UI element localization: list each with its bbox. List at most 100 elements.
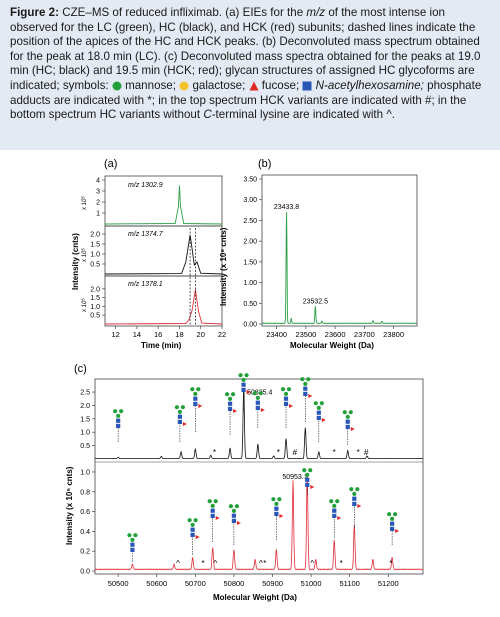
y-tick-label: 0.2 [80,549,90,556]
glcnac-square-icon [255,400,260,405]
glycan-structure-icon [300,377,313,422]
fucose-triangle-icon [233,409,238,413]
annotation-marker: * [340,559,343,568]
fucose-triangle-icon [350,427,355,431]
panel-a-sub1-label: m/z 1302.9 [128,182,163,189]
glcnac-square-icon [302,81,312,91]
galactose-circle-icon [179,81,189,91]
glcnac-square-icon [305,477,310,482]
glycan-structure-icon [174,405,187,442]
annotation-marker: # [364,448,369,457]
y-tick-label: 0.4 [80,529,90,536]
panel-a-sub3-multiplier: x 10⁵ [81,298,88,313]
y-tick-label: 1 [96,211,100,218]
panel-b-frame [261,174,418,327]
mannose-circle-icon [174,405,179,410]
mannose-circle-icon [231,508,237,513]
x-tick-label: 20 [197,330,205,339]
glycan-structure-icon [329,499,342,538]
glcnac-square-icon [231,518,237,523]
mannose-circle-icon [127,533,132,538]
annotation-marker: * [333,448,336,457]
glcnac-square-icon [231,513,237,518]
fucose-triangle-icon [260,408,265,412]
y-tick-label: 1.0 [80,469,90,476]
glcnac-square-icon [227,401,233,406]
y-tick-label: 3.00 [243,197,257,204]
mannose-circle-icon [303,381,308,386]
annotation-marker: * [277,448,280,457]
fucose-triangle-icon [195,535,200,539]
mannose-circle-icon [283,391,289,396]
peak-label: 50953.1 [282,474,307,481]
y-tick-label: 4 [96,178,100,185]
caption-part-1: CZE–MS of reduced infliximab. (a) EIEs f… [58,6,307,19]
mannose-circle-icon [213,499,218,504]
mannose-circle-icon [319,401,324,406]
annotation-marker: * [201,559,204,568]
glycan-structure-icon [228,504,241,545]
y-tick-label: 0.50 [243,301,257,308]
mannose-circle-icon [224,392,230,397]
glcnac-square-icon [303,386,308,391]
caption-cterm: C [203,108,212,122]
fucose-triangle-icon [337,516,342,520]
eie-trace-black [104,234,223,275]
caption-mz: m/z [306,6,326,19]
mannose-circle-icon [329,499,334,504]
mannose-circle-icon [193,391,198,396]
y-tick-label: 2 [96,200,100,207]
caption-mannose: mannose; [125,78,176,92]
glycan-structure-icon [224,392,238,435]
panel-a-sub3-frame [104,275,223,327]
mannose-circle-icon [387,512,392,517]
annotation-marker: ^ [214,559,218,568]
glycan-structure-icon [387,512,400,545]
fucose-triangle-icon [215,516,220,520]
x-tick-label: 51200 [378,579,399,588]
y-tick-label: 3 [96,189,100,196]
panel-a-xlabel: Time (min) [141,341,182,350]
panel-c-label: (c) [74,363,87,375]
mannose-circle-icon [302,468,307,473]
x-tick-label: 50800 [223,579,244,588]
glycan-structure-icon [342,410,355,445]
glycan-structure-icon [302,468,315,495]
annotation-marker: ^ [310,559,314,568]
mannose-circle-icon [119,409,124,414]
glcnac-square-icon [241,387,246,392]
x-tick-label: 50600 [146,579,167,588]
mannose-circle-icon [280,387,286,392]
caption-label: Figure 2: [10,6,59,19]
panel-b-xlabel: Molecular Weight (Da) [290,341,374,350]
mannose-circle-icon [305,472,310,477]
panel-a-sub2-label: m/z 1374.7 [128,231,164,238]
fucose-triangle-icon [279,514,284,518]
mannose-circle-icon [271,497,276,502]
x-tick-label: 23600 [325,330,346,339]
annotation-marker: ^ [176,559,180,568]
glycan-structure-icon [113,409,124,442]
figure-panels: (a) m/z 1302.9 m/z 1374.7 m/z 1378.1 x 1… [65,158,424,602]
glcnac-square-icon [352,496,357,501]
caption-galactose: galactose; [192,78,246,92]
fucose-triangle-icon [310,485,315,489]
mannose-circle-icon [349,487,354,492]
eie-trace-red [104,289,223,325]
glycan-structure-icon [349,487,362,528]
hc-spectrum-trace [95,387,424,460]
panel-a-sub1-multiplier: x 10⁵ [81,196,88,211]
y-tick-label: 1.0 [80,430,90,437]
glcnac-square-icon [390,521,395,526]
fucose-triangle-icon [236,521,241,525]
mannose-circle-icon [227,396,233,401]
glcnac-square-icon [283,396,289,401]
mannose-circle-icon [286,387,292,392]
mannose-circle-icon [352,491,357,496]
fucose-triangle-icon [198,404,203,408]
mannose-circle-icon [196,387,201,392]
y-tick-label: 2.0 [90,232,100,239]
y-tick-label: 1.5 [80,416,90,423]
mannose-circle-icon [241,377,246,382]
y-tick-label: 2.5 [80,390,90,397]
